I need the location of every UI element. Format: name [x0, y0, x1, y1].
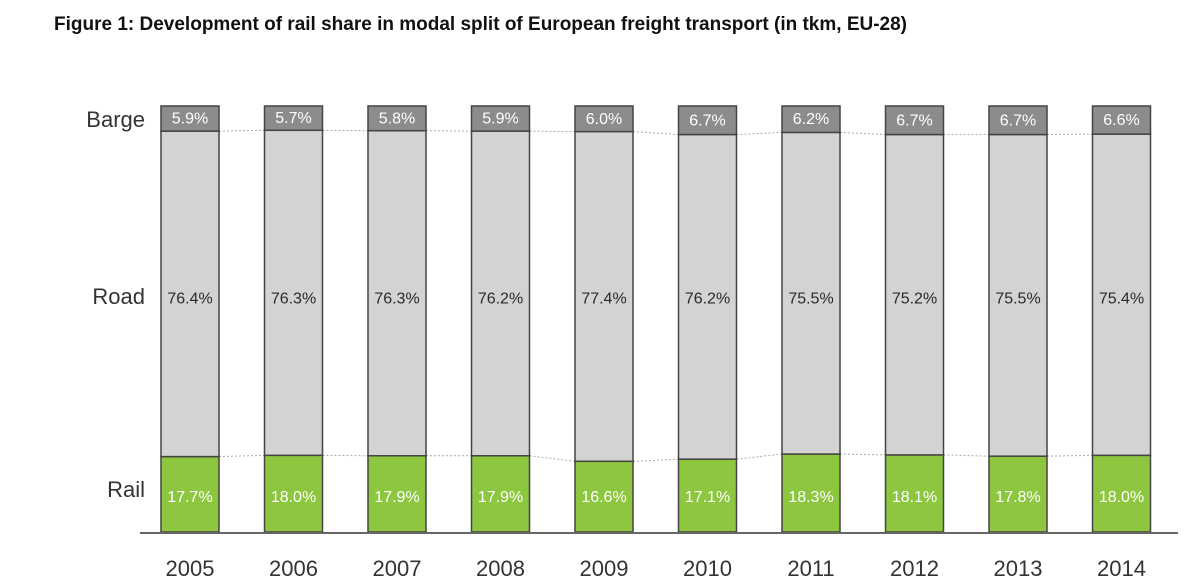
- x-tick-label-2011: 2011: [787, 556, 834, 581]
- value-label-road-2012: 75.2%: [892, 291, 937, 308]
- value-label-rail-2006: 18.0%: [271, 489, 316, 506]
- bar-barge-2006: [263, 105, 324, 132]
- x-tick-label-2012: 2012: [890, 556, 939, 581]
- value-label-road-2008: 76.2%: [478, 291, 523, 308]
- bar-road-2010: [677, 133, 738, 460]
- bar-barge-2005: [160, 105, 220, 132]
- bar-rail-2005: [160, 455, 220, 533]
- bar-rail-2009: [574, 460, 634, 533]
- x-tick-label-2008: 2008: [476, 556, 525, 581]
- value-label-road-2011: 75.5%: [788, 291, 833, 308]
- bar-road-2014: [1091, 133, 1152, 457]
- bar-road-2008: [470, 130, 531, 457]
- value-label-road-2014: 75.4%: [1099, 291, 1144, 308]
- value-label-road-2007: 76.3%: [374, 291, 419, 308]
- bars-group: 17.7% 76.4% 5.9% 18.0% 76.3% 5.7% 17.9% 76.3% 5.…: [160, 105, 1152, 533]
- chart-title: Figure 1: Development of rail share in m…: [54, 14, 908, 35]
- x-axis-tick-labels: 2005 2006 2007 2008 2009 2010 2011 2012 2013 2014: [166, 556, 1146, 581]
- connector-line: [1046, 454, 1093, 457]
- x-tick-label-2013: 2013: [994, 556, 1043, 581]
- series-connector-lines: [218, 129, 1093, 462]
- x-tick-label-2006: 2006: [269, 556, 318, 581]
- bar-road-2006: [263, 129, 324, 457]
- bar-road-2005: [160, 130, 220, 458]
- x-tick-label-2007: 2007: [373, 556, 422, 581]
- row-label-rail: Rail: [107, 477, 145, 502]
- value-label-rail-2005: 17.7%: [167, 489, 212, 506]
- value-label-barge-2007: 5.8%: [379, 110, 415, 127]
- value-label-road-2005: 76.4%: [167, 291, 212, 308]
- value-label-barge-2005: 5.9%: [172, 111, 208, 128]
- value-label-rail-2012: 18.1%: [892, 489, 937, 506]
- value-label-road-2013: 75.5%: [995, 291, 1040, 308]
- bar-rail-2006: [263, 454, 324, 533]
- connector-line: [632, 131, 679, 136]
- row-label-road: Road: [92, 284, 145, 309]
- connector-line: [839, 453, 886, 456]
- value-label-rail-2014: 18.0%: [1099, 489, 1144, 506]
- bar-barge-2013: [988, 105, 1048, 136]
- bar-road-2013: [988, 133, 1048, 457]
- connector-line: [218, 454, 265, 458]
- connector-line: [736, 453, 783, 460]
- value-label-rail-2013: 17.8%: [995, 489, 1040, 506]
- value-label-rail-2010: 17.1%: [685, 489, 730, 506]
- value-label-barge-2011: 6.2%: [793, 111, 829, 128]
- value-label-barge-2009: 6.0%: [586, 111, 622, 128]
- value-label-barge-2014: 6.6%: [1103, 112, 1139, 129]
- value-label-rail-2009: 16.6%: [581, 489, 626, 506]
- value-label-road-2010: 76.2%: [685, 291, 730, 308]
- connector-line: [943, 454, 990, 457]
- bar-rail-2013: [988, 455, 1048, 533]
- bar-barge-2011: [781, 105, 841, 134]
- x-tick-label-2005: 2005: [166, 556, 215, 581]
- bar-barge-2008: [470, 105, 531, 132]
- value-label-rail-2007: 17.9%: [374, 489, 419, 506]
- bar-road-2011: [781, 131, 841, 455]
- value-label-barge-2013: 6.7%: [1000, 112, 1036, 129]
- connector-line: [839, 131, 886, 136]
- bar-barge-2012: [884, 105, 945, 136]
- value-label-barge-2006: 5.7%: [275, 110, 311, 127]
- bar-road-2009: [574, 130, 634, 463]
- bar-barge-2007: [367, 105, 427, 132]
- connector-line: [632, 458, 679, 462]
- x-tick-label-2010: 2010: [683, 556, 732, 581]
- row-label-barge: Barge: [86, 107, 145, 132]
- value-label-rail-2011: 18.3%: [788, 489, 833, 506]
- bar-barge-2014: [1091, 105, 1152, 135]
- bar-road-2012: [884, 133, 945, 456]
- bar-barge-2009: [574, 105, 634, 133]
- connector-line: [529, 455, 576, 462]
- value-label-barge-2012: 6.7%: [896, 112, 932, 129]
- series-row-labels: Rail Road Barge: [86, 107, 145, 502]
- x-tick-label-2009: 2009: [580, 556, 629, 581]
- value-label-road-2009: 77.4%: [581, 291, 626, 308]
- value-label-barge-2008: 5.9%: [482, 111, 518, 128]
- connector-line: [218, 129, 265, 132]
- bar-barge-2010: [677, 105, 738, 136]
- value-label-road-2006: 76.3%: [271, 291, 316, 308]
- connector-line: [736, 131, 783, 136]
- bar-rail-2007: [367, 454, 427, 533]
- value-label-barge-2010: 6.7%: [689, 112, 725, 129]
- bar-rail-2012: [884, 454, 945, 533]
- value-label-rail-2008: 17.9%: [478, 489, 523, 506]
- x-tick-label-2014: 2014: [1097, 556, 1146, 581]
